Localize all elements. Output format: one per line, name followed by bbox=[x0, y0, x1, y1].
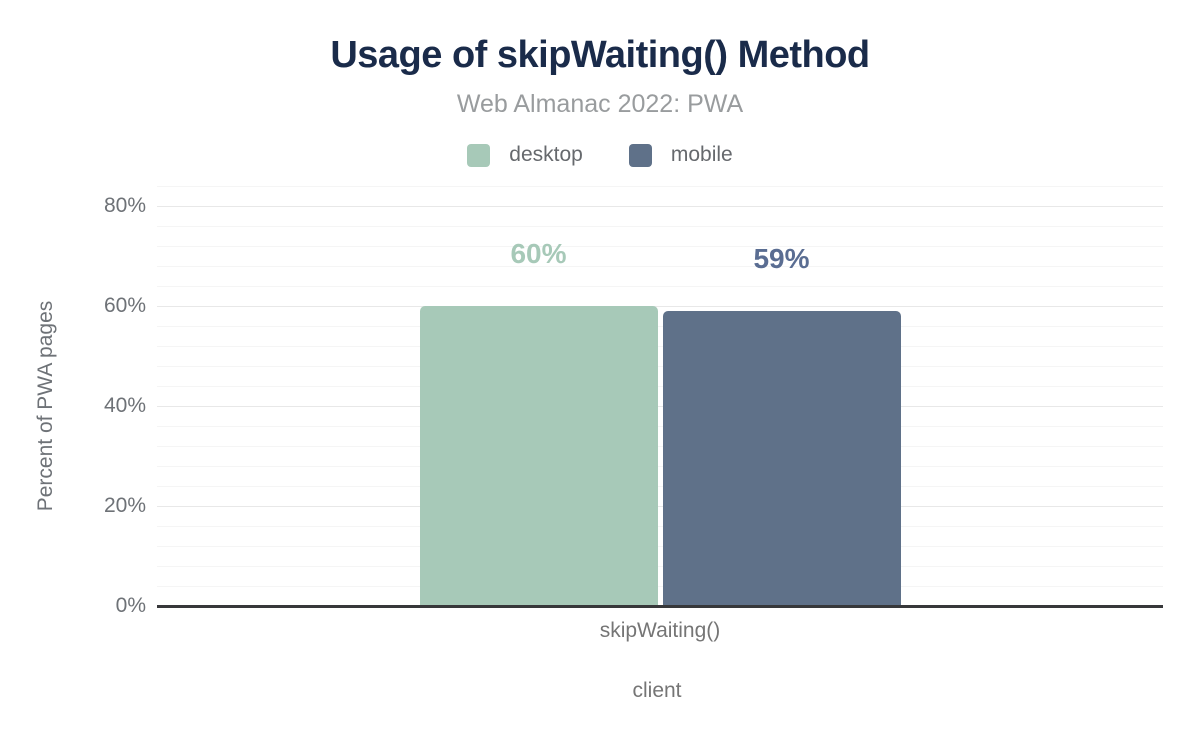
minor-gridline bbox=[157, 326, 1163, 327]
minor-gridline bbox=[157, 246, 1163, 247]
major-gridline bbox=[157, 506, 1163, 507]
x-axis-title: client bbox=[632, 679, 682, 702]
minor-gridline bbox=[157, 226, 1163, 227]
minor-gridline bbox=[157, 426, 1163, 427]
chart-title: Usage of skipWaiting() Method bbox=[330, 34, 870, 76]
minor-gridline bbox=[157, 266, 1163, 267]
minor-gridline bbox=[157, 486, 1163, 487]
bar-mobile[interactable] bbox=[662, 311, 901, 606]
minor-gridline bbox=[157, 586, 1163, 587]
x-axis-line bbox=[157, 605, 1163, 608]
legend: desktop mobile bbox=[0, 141, 1200, 169]
minor-gridline bbox=[157, 186, 1163, 187]
minor-gridline bbox=[157, 386, 1163, 387]
minor-gridline bbox=[157, 346, 1163, 347]
major-gridline bbox=[157, 206, 1163, 207]
x-axis-tick-label: skipWaiting() bbox=[599, 619, 721, 642]
y-axis-tick-label: 40% bbox=[103, 394, 146, 417]
y-axis-tick-label: 0% bbox=[115, 594, 146, 617]
legend-swatch-desktop bbox=[467, 143, 491, 167]
minor-gridline bbox=[157, 366, 1163, 367]
y-axis-tick-label: 60% bbox=[103, 294, 146, 317]
minor-gridline bbox=[157, 526, 1163, 527]
legend-item-mobile[interactable]: mobile bbox=[628, 143, 733, 167]
major-gridline bbox=[157, 306, 1163, 307]
major-gridline bbox=[157, 406, 1163, 407]
legend-item-desktop[interactable]: desktop bbox=[467, 143, 583, 167]
bar-desktop[interactable] bbox=[419, 306, 658, 606]
legend-label: desktop bbox=[509, 143, 583, 166]
y-axis-tick-label: 80% bbox=[103, 194, 146, 217]
minor-gridline bbox=[157, 566, 1163, 567]
minor-gridline bbox=[157, 466, 1163, 467]
legend-swatch-mobile bbox=[628, 143, 652, 167]
minor-gridline bbox=[157, 446, 1163, 447]
y-axis-tick-label: 20% bbox=[103, 494, 146, 517]
minor-gridline bbox=[157, 286, 1163, 287]
chart-subtitle: Web Almanac 2022: PWA bbox=[456, 90, 744, 118]
data-label-desktop: 60% bbox=[510, 238, 567, 269]
legend-label: mobile bbox=[670, 143, 733, 166]
minor-gridline bbox=[157, 546, 1163, 547]
plot-area: 60% 59% bbox=[157, 186, 1163, 606]
data-label-mobile: 59% bbox=[753, 243, 810, 274]
